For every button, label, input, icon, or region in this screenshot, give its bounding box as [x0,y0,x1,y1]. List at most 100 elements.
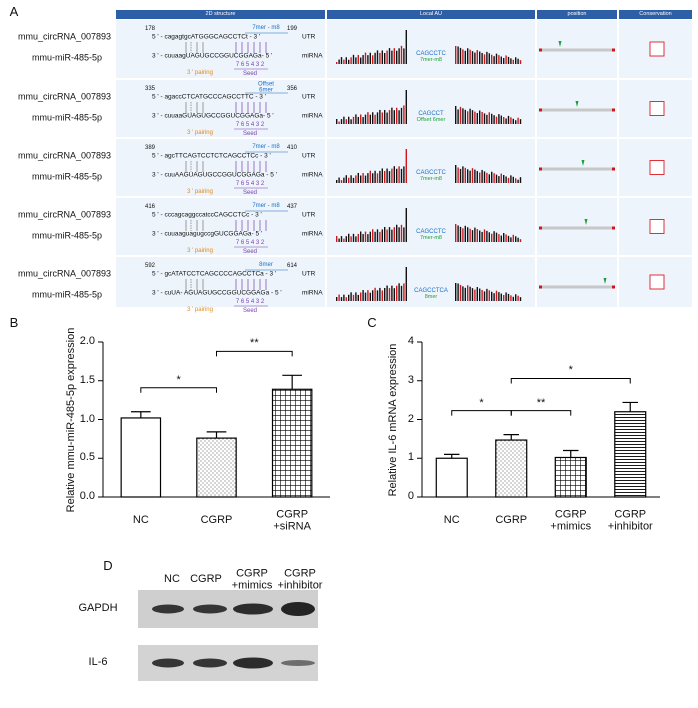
utr-sequence: 5 ' - gcATATCCTCAGCCCCAGCCTCa - 3 ' [152,270,277,278]
table-cell [116,257,325,307]
conservation-box [649,160,665,175]
conservation-box [649,274,665,290]
significance-label: * [568,364,573,377]
au-bar [372,173,374,183]
au-bar [357,172,359,183]
au-bar [350,236,352,242]
au-bar [464,109,466,124]
au-bar [398,110,400,124]
au-bar [512,118,514,124]
bar [120,417,162,498]
au-bar [384,227,386,242]
au-bar [396,168,398,183]
table-cell [537,257,617,307]
error-bar [282,374,303,390]
au-bar [479,110,481,124]
au-bar [469,286,471,301]
au-bar [462,49,464,64]
au-bar [464,50,466,64]
au-bar [348,233,350,242]
au-bar [469,228,471,242]
au-bar [391,285,393,301]
au-bar [405,30,407,64]
circrna-name: mmu_circRNA_007893 [18,150,112,161]
site-type: 8mer [259,261,273,268]
au-bar [405,267,407,301]
au-bar [396,285,398,301]
au-bar [348,116,350,124]
au-bar [405,208,407,242]
au-bar [362,234,364,242]
au-bar [357,233,359,242]
au-bar [355,236,357,242]
au-bar [493,293,495,301]
au-bar [479,288,481,301]
au-bar [345,57,347,64]
au-bar [391,50,393,64]
au-bar [374,114,376,124]
track-end [612,226,615,230]
au-bar [471,168,474,183]
au-bar [372,112,374,124]
blot-band [281,660,315,666]
au-bar [372,229,374,242]
au-bar [479,51,481,64]
au-type: 7mer-m8 [419,235,443,242]
au-bar [467,111,469,124]
au-bar [512,296,514,301]
y-tick-label: 1 [407,451,414,464]
au-bar [481,289,483,301]
y-tick-label: 1.0 [79,412,95,425]
pairing-label: 3 ' pairing [187,188,213,195]
site-marker [558,41,562,47]
seed-label: Seed [242,248,258,255]
au-bar [491,171,493,183]
au-bar [372,55,374,64]
au-bar [340,297,343,301]
au-bar [467,227,469,242]
au-bar [400,224,403,242]
significance-label: * [176,373,181,386]
au-bar [355,175,357,183]
site-end: 614 [286,262,298,269]
site-end: 356 [286,85,298,92]
au-bar [336,119,338,124]
site-type: 7mer - m8 [252,143,280,150]
track-end [612,108,615,112]
au-bar [405,90,407,124]
au-bar [396,107,398,124]
utr-sequence: 5 ' - cccagcaggccatccCAGCCTCc - 3 ' [152,211,262,219]
table-cell [116,198,325,255]
au-bar [343,59,345,64]
au-bar [369,231,371,242]
au-bar [500,115,502,124]
seed-label: Seed [242,307,258,314]
lane-label: CGRP +mimics [231,567,273,591]
au-bar [367,112,369,124]
au-bar [374,287,376,301]
au-bar [462,228,464,242]
site-end: 410 [286,144,298,151]
au-bar [357,116,359,124]
circrna-name: mmu_circRNA_007893 [18,91,112,102]
au-bar [467,169,469,183]
significance-bracket [451,410,512,416]
protein-label: IL-6 [88,656,108,669]
track-end [539,48,542,52]
au-bar [376,229,379,242]
site-marker [581,160,585,166]
pairing-label: 3 ' pairing [187,129,213,136]
mirna-sequence: 3 ' - cuuAAGUAGUGCCGGUCGGAGa - 5 ' [152,171,277,179]
au-bar [381,168,383,183]
x-tick-label: CGRP +inhibitor [607,508,653,532]
mirna-label: miRNA [302,171,323,179]
au-bar [340,180,343,183]
blot-band [193,604,227,614]
au-bar [510,295,512,301]
au-bar [474,289,476,301]
table-cell [327,198,535,255]
y-tick-label: 0.0 [79,490,95,503]
au-bar [491,113,493,124]
au-bar [519,177,522,183]
au-bar [510,237,512,242]
